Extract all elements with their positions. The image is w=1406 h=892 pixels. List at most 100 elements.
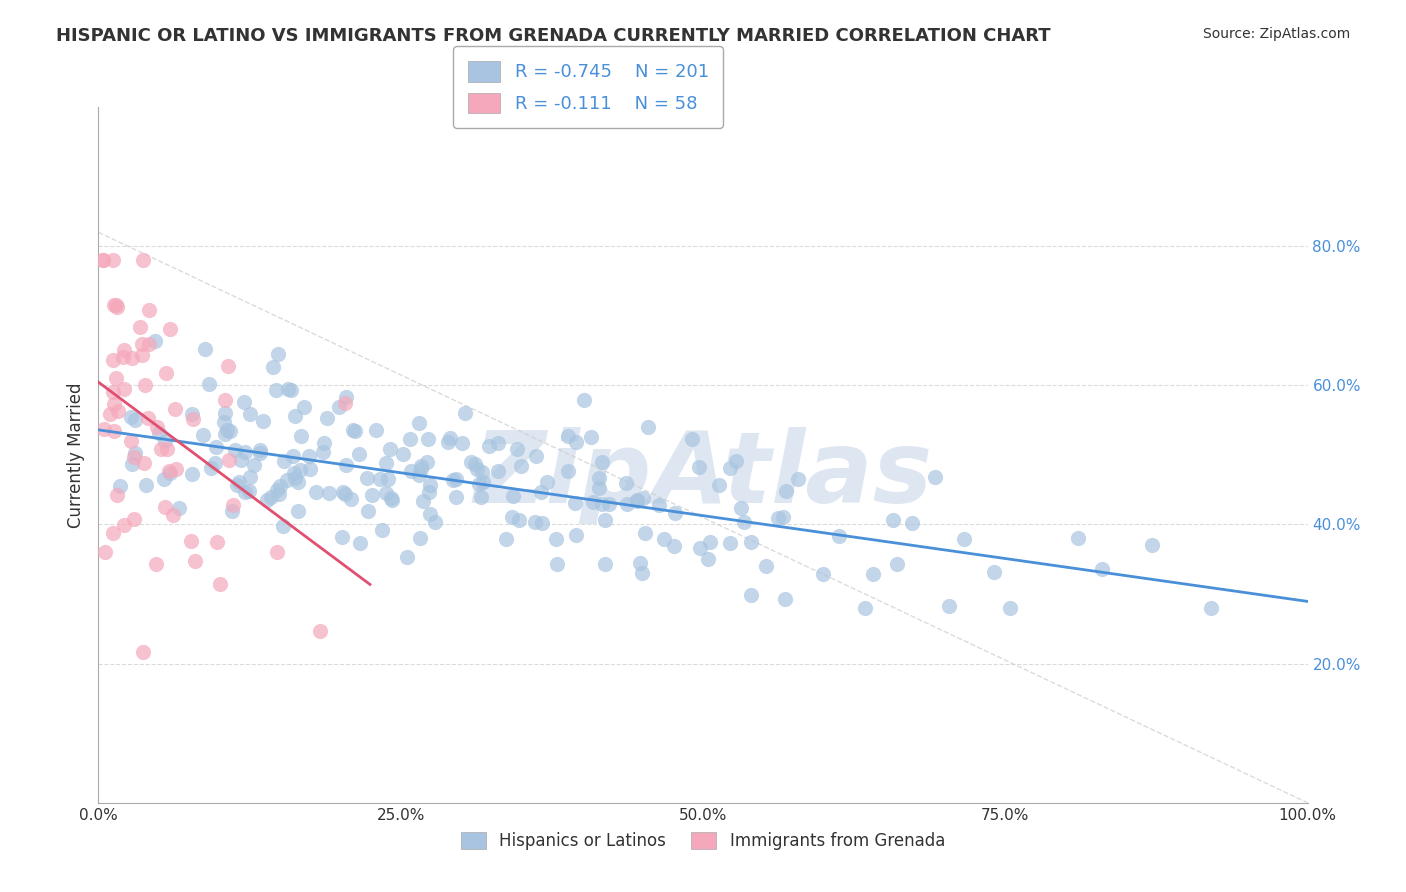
Point [725, 454, 748, 468]
Point [813, 567, 835, 582]
Point [377, 472, 399, 486]
Point [401, 464, 423, 478]
Point [901, 516, 924, 530]
Point [200, 461, 222, 475]
Point [582, 495, 605, 509]
Point [249, 442, 271, 457]
Point [243, 458, 266, 472]
Point [124, 446, 146, 460]
Point [235, 445, 257, 459]
Point [416, 432, 439, 446]
Point [451, 436, 474, 450]
Point [153, 434, 176, 449]
Point [284, 409, 307, 424]
Point [375, 456, 398, 470]
Point [134, 377, 156, 392]
Point [252, 414, 274, 428]
Point [138, 303, 160, 318]
Point [882, 513, 904, 527]
Point [626, 494, 648, 508]
Point [689, 541, 711, 555]
Point [924, 470, 946, 484]
Point [105, 300, 128, 314]
Point [167, 500, 190, 515]
Point [238, 483, 260, 498]
Point [103, 298, 125, 312]
Point [107, 404, 129, 418]
Point [501, 510, 523, 524]
Point [631, 491, 654, 505]
Point [425, 515, 447, 529]
Point [614, 476, 637, 491]
Point [696, 552, 718, 566]
Y-axis label: Currently Married: Currently Married [66, 382, 84, 528]
Point [740, 534, 762, 549]
Point [335, 458, 357, 472]
Point [298, 450, 321, 464]
Point [330, 530, 353, 544]
Text: Source: ZipAtlas.com: Source: ZipAtlas.com [1202, 27, 1350, 41]
Point [460, 455, 482, 469]
Point [222, 498, 245, 512]
Point [634, 525, 657, 540]
Point [446, 472, 468, 486]
Point [271, 519, 294, 533]
Point [593, 557, 616, 571]
Point [468, 477, 491, 491]
Point [654, 532, 676, 546]
Point [262, 360, 284, 375]
Point [93, 253, 115, 268]
Point [122, 450, 145, 464]
Point [381, 493, 404, 508]
Point [283, 450, 305, 464]
Point [298, 462, 321, 476]
Point [366, 423, 388, 437]
Point [181, 407, 204, 421]
Point [165, 462, 187, 476]
Point [284, 471, 307, 485]
Point [121, 351, 143, 366]
Point [212, 415, 235, 429]
Point [146, 420, 169, 434]
Point [159, 466, 181, 480]
Point [688, 460, 710, 475]
Point [368, 472, 391, 486]
Point [214, 392, 236, 407]
Point [156, 442, 179, 456]
Point [276, 473, 298, 487]
Point [266, 483, 288, 498]
Point [1201, 601, 1223, 615]
Point [938, 599, 960, 614]
Point [269, 478, 291, 492]
Point [598, 497, 620, 511]
Point [505, 442, 527, 456]
Point [205, 535, 228, 549]
Point [437, 434, 460, 449]
Point [103, 424, 125, 438]
Point [392, 447, 415, 461]
Point [122, 512, 145, 526]
Point [557, 429, 579, 443]
Point [1140, 538, 1163, 552]
Point [316, 410, 339, 425]
Point [579, 430, 602, 444]
Point [312, 436, 335, 450]
Point [104, 298, 127, 312]
Point [588, 481, 610, 495]
Point [1067, 531, 1090, 545]
Point [380, 491, 402, 505]
Point [290, 428, 312, 442]
Point [718, 460, 741, 475]
Point [101, 352, 124, 367]
Point [231, 453, 253, 467]
Point [131, 348, 153, 362]
Point [395, 549, 418, 564]
Point [399, 433, 422, 447]
Point [755, 559, 778, 574]
Point [572, 392, 595, 407]
Point [228, 475, 250, 490]
Point [446, 490, 468, 504]
Point [472, 475, 495, 489]
Point [283, 467, 305, 481]
Point [530, 485, 553, 500]
